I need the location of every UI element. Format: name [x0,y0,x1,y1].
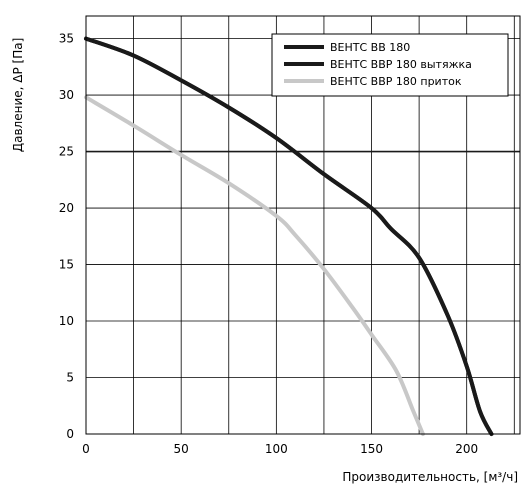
y-tick-label: 20 [59,201,74,215]
y-tick-label: 35 [59,32,74,46]
y-tick-label: 5 [66,371,74,385]
series-line-3 [84,95,425,436]
y-tick-label: 30 [59,88,74,102]
x-tick-label: 200 [455,442,478,456]
x-tick-label: 150 [360,442,383,456]
y-tick-label: 15 [59,258,74,272]
y-tick-label: 0 [66,427,74,441]
y-tick-label: 25 [59,145,74,159]
x-tick-labels: 0 50 100 150 200 [82,442,478,456]
x-tick-label: 50 [174,442,189,456]
y-tick-labels: 0 5 10 15 20 25 30 35 [59,32,74,441]
x-tick-label: 0 [82,442,90,456]
y-axis-label: Давление, ΔP [Па] [11,38,25,153]
y-tick-label: 10 [59,314,74,328]
legend-entry: ВЕНТС ВВ 180 [330,41,410,54]
x-axis-label: Производительность, [м³/ч] [342,470,518,484]
legend: ВЕНТС ВВ 180 ВЕНТС ВВР 180 вытяжка ВЕНТС В… [271,33,509,97]
plot-frame [85,15,521,435]
legend-entry: ВЕНТС ВВР 180 вытяжка [330,58,472,71]
legend-entry: ВЕНТС ВВР 180 приток [330,75,462,88]
series-line-2 [84,36,494,436]
x-tick-label: 100 [265,442,288,456]
series-line-1 [84,36,494,436]
series-group [84,36,494,436]
